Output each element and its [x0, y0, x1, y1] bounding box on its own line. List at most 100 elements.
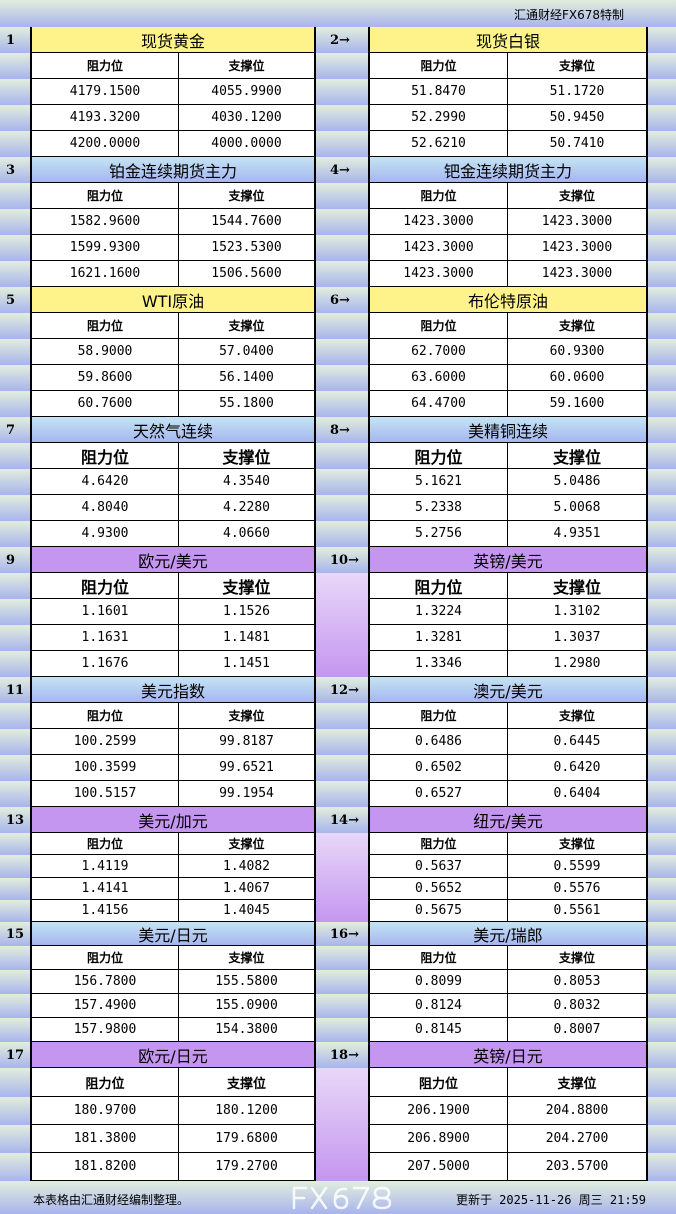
instrument-title: 美元/瑞郎	[370, 922, 646, 946]
support-value: 0.5561	[508, 900, 646, 922]
support-value: 154.3800	[179, 1018, 314, 1042]
support-value: 179.6800	[179, 1125, 314, 1153]
quote-table-left: 美元指数 阻力位 支撑位 100.2599 99.8187 100.3599 99.6521…	[30, 677, 316, 807]
resistance-value: 0.6527	[370, 781, 508, 807]
quote-table-right: 美精铜连续 阻力位 支撑位 5.1621 5.0486 5.2338 5.0068 5.275…	[368, 417, 648, 547]
resistance-header: 阻力位	[370, 443, 508, 469]
support-value: 1.2980	[508, 651, 646, 677]
instrument-title: 美元/加元	[32, 807, 314, 833]
quote-table-left: WTI原油 阻力位 支撑位 58.9000 57.0400 59.8600 56.1400 6…	[30, 287, 316, 417]
resistance-value: 0.5652	[370, 878, 508, 900]
resistance-value: 52.6210	[370, 131, 508, 157]
resistance-value: 1.3224	[370, 599, 508, 625]
resistance-value: 63.6000	[370, 365, 508, 391]
support-value: 0.8053	[508, 970, 646, 994]
support-value: 60.9300	[508, 339, 646, 365]
quote-table-right: 钯金连续期货主力 阻力位 支撑位 1423.3000 1423.3000 1423.300…	[368, 157, 648, 287]
support-value: 1423.3000	[508, 209, 646, 235]
support-value: 0.5599	[508, 855, 646, 878]
resistance-value: 1582.9600	[32, 209, 179, 235]
resistance-header: 阻力位	[370, 53, 508, 79]
resistance-value: 1599.9300	[32, 235, 179, 261]
instrument-title: 美精铜连续	[370, 417, 646, 443]
item-number: 15	[6, 926, 25, 942]
support-value: 1.3102	[508, 599, 646, 625]
resistance-header: 阻力位	[32, 946, 179, 970]
resistance-value: 157.4900	[32, 994, 179, 1018]
support-header: 支撑位	[508, 443, 646, 469]
support-value: 59.1600	[508, 391, 646, 417]
item-number: 11	[6, 682, 25, 698]
resistance-value: 1.1676	[32, 651, 179, 677]
support-header: 支撑位	[508, 573, 646, 599]
item-number: 10→	[330, 552, 359, 568]
support-value: 50.7410	[508, 131, 646, 157]
support-value: 1.1451	[179, 651, 314, 677]
support-value: 1.1481	[179, 625, 314, 651]
support-value: 1506.5600	[179, 261, 314, 287]
quote-table-right: 美元/瑞郎 阻力位 支撑位 0.8099 0.8053 0.8124 0.8032 0.814…	[368, 922, 648, 1042]
support-value: 155.0900	[179, 994, 314, 1018]
instrument-title: 英镑/美元	[370, 547, 646, 573]
instrument-title: 铂金连续期货主力	[32, 157, 314, 183]
support-value: 204.2700	[508, 1125, 646, 1153]
support-value: 56.1400	[179, 365, 314, 391]
item-number: 17	[6, 1047, 25, 1063]
support-value: 99.6521	[179, 755, 314, 781]
resistance-value: 4193.3200	[32, 105, 179, 131]
resistance-value: 206.1900	[370, 1097, 508, 1125]
instrument-title: 钯金连续期货主力	[370, 157, 646, 183]
support-value: 180.1200	[179, 1097, 314, 1125]
resistance-value: 5.2756	[370, 521, 508, 547]
resistance-value: 1621.1600	[32, 261, 179, 287]
item-number: 3	[6, 162, 16, 178]
resistance-value: 4.6420	[32, 469, 179, 495]
support-value: 4055.9900	[179, 79, 314, 105]
resistance-value: 100.3599	[32, 755, 179, 781]
support-value: 0.6404	[508, 781, 646, 807]
resistance-value: 156.7800	[32, 970, 179, 994]
resistance-value: 181.8200	[32, 1153, 179, 1181]
resistance-header: 阻力位	[370, 313, 508, 339]
resistance-value: 52.2990	[370, 105, 508, 131]
support-value: 155.5800	[179, 970, 314, 994]
instrument-title: 欧元/美元	[32, 547, 314, 573]
support-header: 支撑位	[179, 703, 314, 729]
quote-table-right: 英镑/美元 阻力位 支撑位 1.3224 1.3102 1.3281 1.3037 1.334…	[368, 547, 648, 677]
resistance-header: 阻力位	[370, 573, 508, 599]
resistance-value: 0.6502	[370, 755, 508, 781]
resistance-header: 阻力位	[32, 313, 179, 339]
support-value: 4030.1200	[179, 105, 314, 131]
quote-table-left: 欧元/日元 阻力位 支撑位 180.9700 180.1200 181.3800 179.6…	[30, 1042, 316, 1181]
instrument-title: 现货白银	[370, 27, 646, 53]
resistance-value: 59.8600	[32, 365, 179, 391]
support-value: 0.8007	[508, 1018, 646, 1042]
support-value: 0.6445	[508, 729, 646, 755]
brand-label: 汇通财经FX678特制	[513, 8, 624, 22]
resistance-value: 1423.3000	[370, 209, 508, 235]
quote-table-left: 美元/日元 阻力位 支撑位 156.7800 155.5800 157.4900 155.0…	[30, 922, 316, 1042]
quote-table-right: 纽元/美元 阻力位 支撑位 0.5637 0.5599 0.5652 0.5576 0.567…	[368, 807, 648, 922]
support-value: 4.9351	[508, 521, 646, 547]
support-value: 0.5576	[508, 878, 646, 900]
support-value: 57.0400	[179, 339, 314, 365]
resistance-value: 0.5637	[370, 855, 508, 878]
item-number: 5	[6, 292, 16, 308]
resistance-header: 阻力位	[32, 183, 179, 209]
support-header: 支撑位	[179, 833, 314, 855]
resistance-value: 58.9000	[32, 339, 179, 365]
resistance-value: 0.8124	[370, 994, 508, 1018]
support-value: 60.0600	[508, 365, 646, 391]
support-header: 支撑位	[508, 703, 646, 729]
resistance-value: 5.1621	[370, 469, 508, 495]
instrument-title: 布伦特原油	[370, 287, 646, 313]
support-header: 支撑位	[508, 946, 646, 970]
support-header: 支撑位	[508, 183, 646, 209]
quote-table-right: 布伦特原油 阻力位 支撑位 62.7000 60.9300 63.6000 60.0600 6…	[368, 287, 648, 417]
item-number: 9	[6, 552, 16, 568]
support-value: 4.3540	[179, 469, 314, 495]
resistance-value: 4.9300	[32, 521, 179, 547]
resistance-value: 51.8470	[370, 79, 508, 105]
quote-table-left: 欧元/美元 阻力位 支撑位 1.1601 1.1526 1.1631 1.1481 1.167…	[30, 547, 316, 677]
instrument-title: 美元/日元	[32, 922, 314, 946]
